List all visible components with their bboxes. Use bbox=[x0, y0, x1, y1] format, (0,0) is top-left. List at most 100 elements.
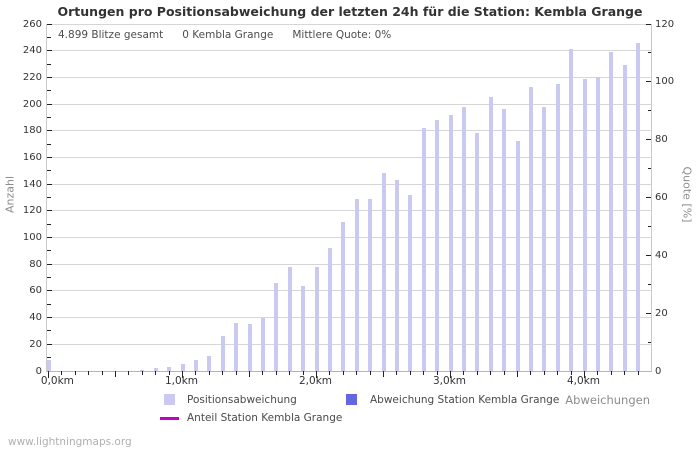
x-axis-title: Abweichungen bbox=[565, 393, 650, 407]
bar bbox=[488, 97, 493, 371]
x-axis-tick bbox=[342, 371, 344, 375]
y-axis-tick-label-right: 0 bbox=[655, 365, 662, 377]
bar bbox=[502, 109, 507, 371]
y-axis-tick-label-left: 200 bbox=[22, 98, 42, 110]
y-axis-tick-left bbox=[47, 143, 51, 145]
y-axis-tick-label-left: 80 bbox=[29, 258, 42, 270]
y-axis-tick-right bbox=[646, 254, 651, 256]
bar bbox=[207, 356, 212, 371]
bar bbox=[274, 282, 279, 371]
bar bbox=[260, 317, 265, 371]
y-axis-tick-label-left: 20 bbox=[29, 338, 42, 350]
x-axis-tick bbox=[624, 371, 626, 375]
y-axis-tick-left bbox=[47, 317, 52, 319]
bar bbox=[421, 128, 426, 371]
x-axis-tick bbox=[597, 371, 599, 375]
bar bbox=[46, 360, 51, 371]
bar bbox=[140, 369, 145, 371]
y-axis-tick-left bbox=[47, 156, 52, 158]
bar bbox=[569, 49, 574, 371]
y-axis-tick-right bbox=[646, 23, 651, 25]
x-axis-tick bbox=[543, 371, 545, 375]
bar bbox=[327, 248, 332, 371]
x-axis-tick bbox=[101, 371, 103, 375]
gridline bbox=[47, 183, 651, 185]
y-axis-tick-label-left: 140 bbox=[22, 178, 42, 190]
bar bbox=[247, 324, 252, 371]
y-axis-tick-right bbox=[647, 283, 651, 285]
bar bbox=[193, 360, 198, 371]
y-axis-tick-left bbox=[47, 36, 51, 38]
y-axis-tick-label-right: 100 bbox=[655, 76, 675, 88]
x-axis-tick bbox=[235, 371, 237, 375]
y-axis-tick-label-left: 0 bbox=[35, 365, 42, 377]
y-axis-tick-label-left: 220 bbox=[22, 71, 42, 83]
x-axis-tick bbox=[570, 371, 572, 375]
y-axis-tick-label-right: 40 bbox=[655, 249, 668, 261]
x-axis-tick bbox=[369, 371, 371, 375]
bar bbox=[341, 221, 346, 371]
gridline bbox=[47, 130, 651, 132]
x-axis-tick bbox=[141, 371, 143, 375]
legend-label-abweichung-station: Abweichung Station Kembla Grange bbox=[370, 394, 560, 406]
x-axis-tick bbox=[182, 371, 183, 378]
x-axis-tick bbox=[61, 371, 63, 375]
x-axis-tick-label: 2,0km bbox=[298, 375, 333, 387]
gridline bbox=[47, 76, 651, 78]
bar bbox=[515, 141, 520, 371]
y-axis-tick-left bbox=[47, 130, 52, 132]
y-axis-tick-right bbox=[647, 52, 651, 54]
bar bbox=[461, 106, 466, 371]
y-axis-tick-left bbox=[47, 330, 51, 332]
x-axis-tick bbox=[409, 371, 411, 375]
y-axis-tick-label-right: 120 bbox=[655, 18, 675, 30]
y-axis-tick-left bbox=[47, 303, 51, 305]
y-axis-tick-left bbox=[47, 116, 51, 118]
x-axis-tick-label: 0,0km bbox=[40, 375, 74, 387]
x-axis-tick bbox=[208, 371, 210, 375]
y-axis-tick-left bbox=[47, 210, 52, 212]
legend-label-positionsabweichung: Positionsabweichung bbox=[187, 394, 297, 406]
bar bbox=[354, 198, 359, 371]
bar bbox=[542, 106, 547, 371]
x-axis-tick bbox=[490, 371, 492, 375]
x-axis-tick bbox=[316, 371, 317, 378]
x-axis-tick bbox=[436, 371, 438, 375]
y-axis-tick-label-right: 60 bbox=[655, 192, 668, 203]
x-axis-tick-label: 3,0km bbox=[432, 375, 467, 387]
bar bbox=[435, 120, 440, 371]
bar bbox=[582, 78, 587, 371]
x-axis-tick bbox=[517, 371, 518, 377]
gridline bbox=[47, 50, 651, 52]
y-axis-tick-left bbox=[47, 50, 52, 52]
y-axis-tick-right bbox=[646, 81, 651, 83]
bar bbox=[167, 367, 172, 371]
gridline bbox=[47, 103, 651, 105]
y-axis-tick-left bbox=[47, 250, 51, 252]
legend-swatch-positionsabweichung bbox=[164, 394, 175, 405]
bar bbox=[448, 114, 453, 371]
x-axis-tick bbox=[74, 371, 76, 375]
y-axis-tick-left bbox=[47, 223, 51, 225]
gridline bbox=[47, 290, 651, 292]
bar bbox=[381, 173, 386, 371]
stat-station-strikes: 0 Kembla Grange bbox=[182, 29, 274, 41]
gridline bbox=[47, 343, 651, 345]
x-axis-tick bbox=[168, 371, 170, 375]
gridline bbox=[47, 263, 651, 265]
stat-total-strikes: 4.899 Blitze gesamt bbox=[58, 29, 164, 41]
bar bbox=[609, 52, 614, 371]
y-axis-tick-right bbox=[647, 110, 651, 112]
x-axis-tick bbox=[396, 371, 398, 375]
x-axis-tick bbox=[128, 371, 130, 375]
legend-label-anteil-station: Anteil Station Kembla Grange bbox=[187, 412, 343, 424]
gridline bbox=[47, 237, 651, 239]
watermark-link[interactable]: www.lightningmaps.org bbox=[8, 436, 132, 448]
bar bbox=[301, 285, 306, 371]
bar bbox=[153, 368, 158, 371]
x-axis-tick bbox=[503, 371, 505, 375]
x-axis-tick bbox=[356, 371, 358, 375]
bar bbox=[555, 84, 560, 371]
bar bbox=[595, 77, 600, 371]
x-axis-tick bbox=[302, 371, 304, 375]
